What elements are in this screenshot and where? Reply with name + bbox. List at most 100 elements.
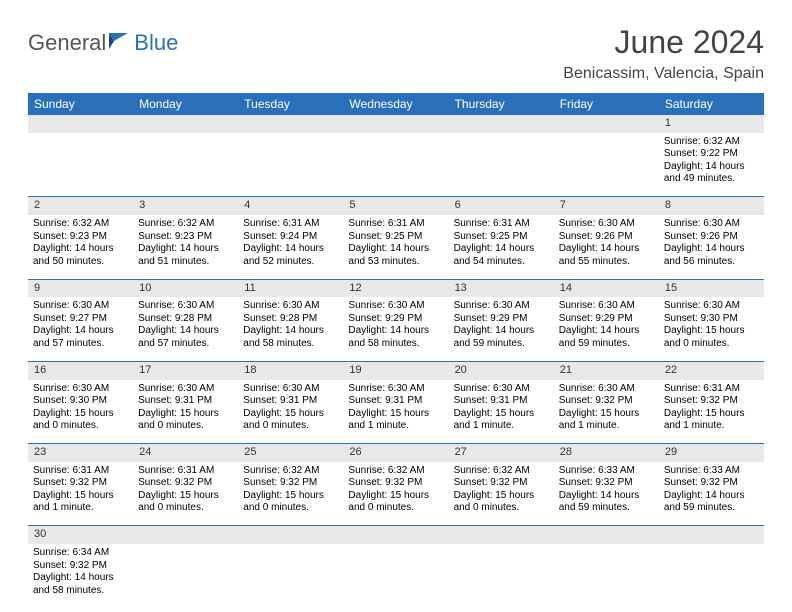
sunrise-text: Sunrise: 6:31 AM — [138, 465, 233, 478]
day-data-cell — [133, 544, 238, 608]
day-number-cell: 22 — [659, 361, 764, 379]
daylight-text: Daylight: 14 hours and 59 minutes. — [559, 325, 654, 350]
sunrise-text: Sunrise: 6:30 AM — [243, 300, 338, 313]
daylight-text: Daylight: 14 hours and 55 minutes. — [559, 243, 654, 268]
day-number-cell — [343, 115, 448, 133]
sunrise-text: Sunrise: 6:30 AM — [454, 383, 549, 396]
day-data-cell — [659, 544, 764, 608]
day-number-cell: 18 — [238, 361, 343, 379]
day-number-cell: 8 — [659, 197, 764, 215]
sunrise-text: Sunrise: 6:31 AM — [664, 383, 759, 396]
day-number-cell: 5 — [343, 197, 448, 215]
sunset-text: Sunset: 9:27 PM — [33, 313, 128, 326]
weekday-header: Saturday — [659, 93, 764, 115]
sunrise-text: Sunrise: 6:32 AM — [33, 218, 128, 231]
weekday-header: Sunday — [28, 93, 133, 115]
sunrise-text: Sunrise: 6:32 AM — [348, 465, 443, 478]
day-data-row: Sunrise: 6:30 AM Sunset: 9:27 PM Daylight:… — [28, 297, 764, 361]
day-number-cell: 20 — [449, 361, 554, 379]
day-number-row: 1 — [28, 115, 764, 133]
sunset-text: Sunset: 9:30 PM — [664, 313, 759, 326]
sunset-text: Sunset: 9:32 PM — [348, 477, 443, 490]
sunset-text: Sunset: 9:32 PM — [243, 477, 338, 490]
sunset-text: Sunset: 9:29 PM — [559, 313, 654, 326]
sunrise-text: Sunrise: 6:32 AM — [138, 218, 233, 231]
logo-text-general: General — [28, 30, 106, 56]
daylight-text: Daylight: 15 hours and 1 minute. — [33, 490, 128, 515]
day-number-row: 30 — [28, 526, 764, 544]
day-data-cell: Sunrise: 6:32 AMSunset: 9:32 PMDaylight:… — [238, 462, 343, 526]
day-data-cell — [133, 133, 238, 197]
day-data-row: Sunrise: 6:32 AMSunset: 9:23 PMDaylight:… — [28, 215, 764, 279]
sunset-text: Sunset: 9:32 PM — [138, 477, 233, 490]
day-number-cell: 12 — [343, 279, 448, 297]
daylight-text: Daylight: 15 hours and 0 minutes. — [348, 490, 443, 515]
day-number-cell: 25 — [238, 444, 343, 462]
sunset-text: Sunset: 9:31 PM — [348, 395, 443, 408]
day-data-cell: Sunrise: 6:30 AMSunset: 9:31 PMDaylight:… — [343, 380, 448, 444]
day-data-cell: Sunrise: 6:30 AMSunset: 9:26 PMDaylight:… — [659, 215, 764, 279]
daylight-text: Daylight: 14 hours and 59 minutes. — [664, 490, 759, 515]
month-title: June 2024 — [563, 24, 764, 61]
day-data-cell: Sunrise: 6:31 AMSunset: 9:25 PMDaylight:… — [449, 215, 554, 279]
day-data-cell: Sunrise: 6:30 AMSunset: 9:31 PMDaylight:… — [449, 380, 554, 444]
sunset-text: Sunset: 9:28 PM — [243, 313, 338, 326]
day-number-row: 23242526272829 — [28, 444, 764, 462]
day-number-cell: 9 — [28, 279, 133, 297]
day-data-cell — [238, 133, 343, 197]
day-number-row: 9101112131415 — [28, 279, 764, 297]
daylight-text: Daylight: 15 hours and 0 minutes. — [138, 408, 233, 433]
day-number-cell: 21 — [554, 361, 659, 379]
day-data-cell — [343, 544, 448, 608]
sunrise-text: Sunrise: 6:30 AM — [454, 300, 549, 313]
sunset-text: Sunset: 9:32 PM — [559, 477, 654, 490]
daylight-text: Daylight: 15 hours and 0 minutes. — [243, 408, 338, 433]
day-number-cell: 10 — [133, 279, 238, 297]
title-block: June 2024 Benicassim, Valencia, Spain — [563, 24, 764, 83]
sunrise-text: Sunrise: 6:32 AM — [243, 465, 338, 478]
sunrise-text: Sunrise: 6:30 AM — [664, 300, 759, 313]
day-number-cell: 26 — [343, 444, 448, 462]
daylight-text: Daylight: 15 hours and 0 minutes. — [138, 490, 233, 515]
day-data-cell: Sunrise: 6:31 AMSunset: 9:32 PMDaylight:… — [28, 462, 133, 526]
weekday-header: Wednesday — [343, 93, 448, 115]
sunset-text: Sunset: 9:29 PM — [348, 313, 443, 326]
day-data-cell: Sunrise: 6:30 AMSunset: 9:29 PMDaylight:… — [343, 297, 448, 361]
day-data-row: Sunrise: 6:34 AMSunset: 9:32 PMDaylight:… — [28, 544, 764, 608]
day-data-cell: Sunrise: 6:33 AMSunset: 9:32 PMDaylight:… — [659, 462, 764, 526]
daylight-text: Daylight: 15 hours and 1 minute. — [559, 408, 654, 433]
sunset-text: Sunset: 9:32 PM — [664, 477, 759, 490]
daylight-text: Daylight: 14 hours and 56 minutes. — [664, 243, 759, 268]
day-number-cell: 16 — [28, 361, 133, 379]
day-data-cell: Sunrise: 6:30 AMSunset: 9:31 PMDaylight:… — [133, 380, 238, 444]
day-number-cell: 13 — [449, 279, 554, 297]
daylight-text: Daylight: 14 hours and 52 minutes. — [243, 243, 338, 268]
day-data-cell: Sunrise: 6:31 AMSunset: 9:32 PMDaylight:… — [133, 462, 238, 526]
daylight-text: Daylight: 15 hours and 0 minutes. — [454, 490, 549, 515]
day-number-cell — [554, 526, 659, 544]
day-number-cell — [343, 526, 448, 544]
day-number-cell: 27 — [449, 444, 554, 462]
sunset-text: Sunset: 9:24 PM — [243, 231, 338, 244]
day-number-cell — [449, 115, 554, 133]
sunset-text: Sunset: 9:32 PM — [454, 477, 549, 490]
weekday-header-row: Sunday Monday Tuesday Wednesday Thursday… — [28, 93, 764, 115]
sunrise-text: Sunrise: 6:33 AM — [559, 465, 654, 478]
sunrise-text: Sunrise: 6:30 AM — [559, 300, 654, 313]
sunset-text: Sunset: 9:30 PM — [33, 395, 128, 408]
day-number-cell: 2 — [28, 197, 133, 215]
sunset-text: Sunset: 9:32 PM — [33, 477, 128, 490]
sunrise-text: Sunrise: 6:30 AM — [138, 383, 233, 396]
sunset-text: Sunset: 9:22 PM — [664, 148, 759, 161]
day-number-cell — [238, 526, 343, 544]
day-data-cell: Sunrise: 6:31 AMSunset: 9:25 PMDaylight:… — [343, 215, 448, 279]
sunrise-text: Sunrise: 6:30 AM — [664, 218, 759, 231]
day-number-cell: 24 — [133, 444, 238, 462]
sunset-text: Sunset: 9:29 PM — [454, 313, 549, 326]
sunset-text: Sunset: 9:32 PM — [33, 560, 128, 573]
day-data-cell: Sunrise: 6:33 AMSunset: 9:32 PMDaylight:… — [554, 462, 659, 526]
sunrise-text: Sunrise: 6:31 AM — [243, 218, 338, 231]
sunset-text: Sunset: 9:23 PM — [33, 231, 128, 244]
day-data-cell — [554, 544, 659, 608]
day-number-row: 16171819202122 — [28, 361, 764, 379]
